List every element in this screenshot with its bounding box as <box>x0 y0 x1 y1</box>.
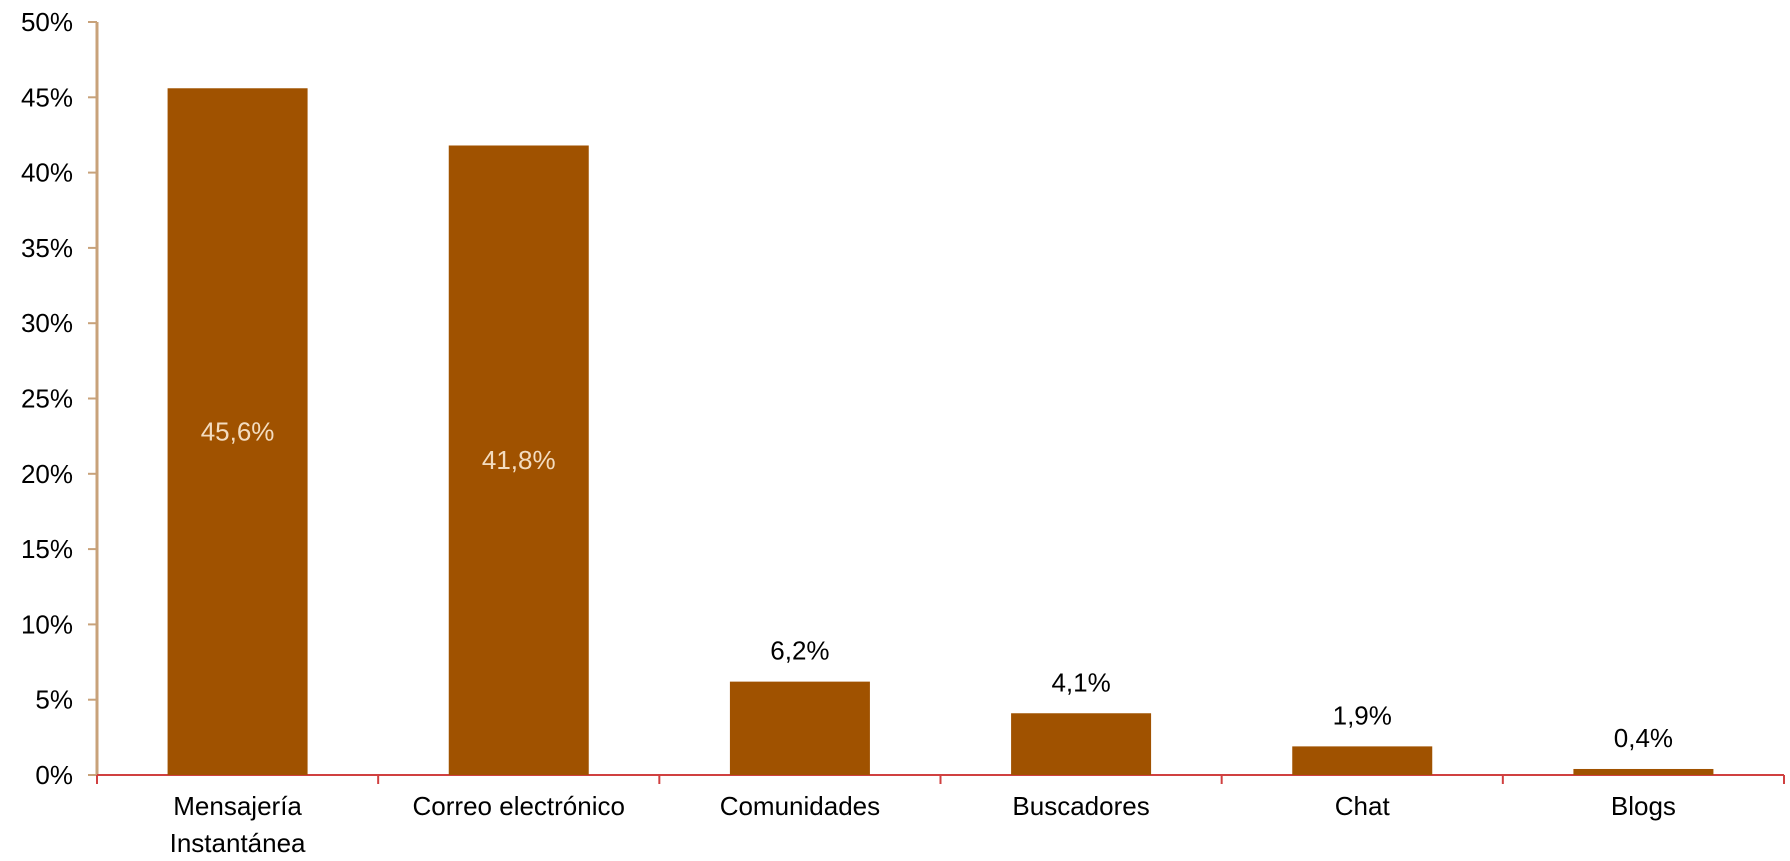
y-tick-label: 35% <box>21 233 73 263</box>
bar <box>1011 713 1152 775</box>
category-label: Chat <box>1335 791 1391 821</box>
category-label: Buscadores <box>1012 791 1149 821</box>
y-tick-label: 0% <box>35 760 73 790</box>
data-label: 0,4% <box>1614 723 1673 753</box>
data-label: 45,6% <box>201 417 275 447</box>
data-label: 4,1% <box>1051 667 1110 697</box>
bar <box>1292 746 1433 775</box>
y-tick-label: 45% <box>21 82 73 112</box>
y-tick-label: 50% <box>21 7 73 37</box>
data-label: 41,8% <box>482 445 556 475</box>
category-label: Correo electrónico <box>413 791 625 821</box>
y-axis: 0% 5% 10% 15% 20% 25% 30% 35% 40% 45% 50% <box>21 7 99 790</box>
value-labels: 45,6% 41,8% 6,2% 4,1% 1,9% 0,4% <box>201 417 1673 753</box>
y-tick-label: 30% <box>21 308 73 338</box>
y-tick-label: 15% <box>21 534 73 564</box>
category-label: Mensajería Instantánea <box>170 791 306 858</box>
bar <box>167 88 308 776</box>
data-label: 1,9% <box>1333 700 1392 730</box>
bar <box>448 145 589 775</box>
y-tick-label: 5% <box>35 685 73 715</box>
y-tick-label: 25% <box>21 384 73 414</box>
category-label: Comunidades <box>720 791 880 821</box>
y-tick-label: 40% <box>21 158 73 188</box>
category-label: Blogs <box>1611 791 1676 821</box>
y-tick-label: 10% <box>21 609 73 639</box>
bars <box>167 88 1714 776</box>
bar <box>1573 768 1714 775</box>
data-label: 6,2% <box>770 636 829 666</box>
y-tick-label: 20% <box>21 459 73 489</box>
x-axis: Mensajería Instantánea Correo electrónico C… <box>96 774 1785 858</box>
bar <box>729 681 870 775</box>
